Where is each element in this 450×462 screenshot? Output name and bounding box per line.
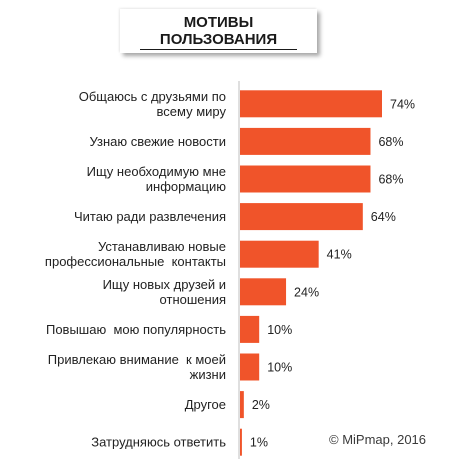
category-label: отношения [160, 292, 226, 307]
category-label: жизни [190, 367, 226, 382]
category-label: Узнаю свежие новости [89, 134, 226, 149]
bar [240, 165, 371, 193]
category-label: всему миру [157, 104, 227, 119]
data-label: 64% [371, 210, 396, 224]
chart-title-line2: ПОЛЬЗОВАНИЯ [139, 31, 298, 50]
data-label: 68% [378, 135, 403, 149]
bar [240, 127, 371, 155]
bar [240, 353, 260, 381]
bar [240, 278, 287, 306]
bar [240, 203, 363, 231]
copyright-text: © MiPmap, 2016 [329, 432, 427, 447]
category-label: Читаю ради развлечения [74, 209, 226, 224]
bar [240, 90, 382, 118]
category-label: профессиональные контакты [45, 254, 226, 269]
chart-title-line1: МОТИВЫ [183, 14, 254, 31]
data-label: 10% [267, 361, 292, 375]
bar [240, 315, 260, 343]
data-label: 74% [390, 97, 415, 111]
data-label: 10% [267, 323, 292, 337]
category-label: Устанавливаю новые [98, 239, 226, 254]
category-label: Другое [185, 397, 226, 412]
data-label: 68% [378, 173, 403, 187]
category-label: Ищу необходимую мне [87, 164, 226, 179]
category-label: Общаюсь с друзьями по [79, 89, 226, 104]
bar [240, 391, 244, 419]
data-label: 2% [252, 398, 270, 412]
data-label: 24% [294, 285, 319, 299]
category-label: Повышаю мою популярность [46, 322, 226, 337]
bar [240, 428, 242, 456]
chart-title-box: МОТИВЫ ПОЛЬЗОВАНИЯ [120, 9, 317, 53]
bar [240, 240, 319, 268]
category-label: Затрудняюсь ответить [91, 435, 226, 450]
category-label: информацию [146, 179, 226, 194]
data-label: 1% [250, 436, 268, 450]
category-label: Ищу новых друзей и [103, 277, 226, 292]
data-label: 41% [327, 248, 352, 262]
category-label: Привлекаю внимание к моей [48, 352, 226, 367]
